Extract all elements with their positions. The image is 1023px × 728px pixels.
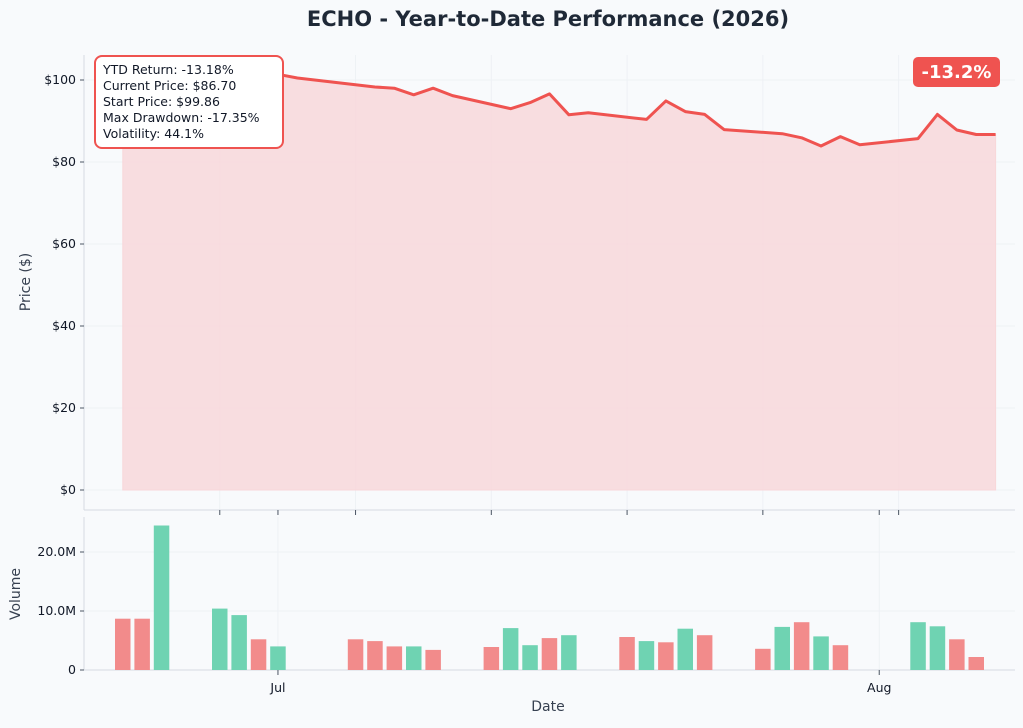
volume-bar — [503, 628, 519, 670]
volume-bar — [270, 646, 286, 670]
volume-bar — [833, 645, 849, 670]
volume-bar — [134, 619, 150, 670]
volume-x-tick-label: Aug — [867, 680, 891, 695]
volume-bar — [678, 629, 694, 670]
price-y-tick-label: $0 — [60, 482, 76, 497]
volume-y-tick-label: 10.0M — [37, 603, 76, 618]
volume-bar — [406, 646, 422, 670]
volume-bar — [542, 638, 558, 670]
volume-bar — [115, 619, 131, 670]
volume-y-tick-label: 0 — [68, 662, 76, 677]
volume-bar — [949, 639, 965, 670]
volume-bar — [212, 609, 228, 670]
price-y-tick-label: $20 — [52, 400, 76, 415]
volume-bar — [639, 641, 655, 670]
volume-x-tick-label: Jul — [269, 680, 285, 695]
volume-bar — [794, 622, 810, 670]
volume-bar — [387, 646, 403, 670]
stats-current-price: Current Price: $86.70 — [103, 78, 236, 93]
volume-bar — [522, 645, 538, 670]
volume-bar — [561, 635, 577, 670]
volume-y-axis-label: Volume — [8, 568, 24, 620]
volume-y-tick-label: 20.0M — [37, 544, 76, 559]
price-y-tick-label: $100 — [44, 72, 76, 87]
volume-bar — [658, 642, 674, 670]
volume-bar — [367, 641, 383, 670]
volume-bar — [484, 647, 500, 670]
price-y-tick-label: $40 — [52, 318, 76, 333]
price-y-tick-label: $80 — [52, 154, 76, 169]
stats-box: YTD Return: -13.18% Current Price: $86.7… — [95, 56, 283, 148]
stats-volatility: Volatility: 44.1% — [103, 126, 204, 141]
volume-bar — [775, 627, 791, 670]
volume-bar — [348, 639, 364, 670]
stats-max-drawdown: Max Drawdown: -17.35% — [103, 110, 260, 125]
return-badge-label: -13.2% — [922, 62, 992, 83]
volume-bar — [251, 639, 266, 670]
volume-bar — [425, 650, 441, 670]
return-badge: -13.2% — [913, 57, 1000, 87]
volume-bar — [969, 657, 985, 670]
volume-bar — [813, 636, 829, 670]
chart-title: ECHO - Year-to-Date Performance (2026) — [307, 7, 789, 31]
price-y-axis-label: Price ($) — [18, 253, 34, 311]
volume-bar — [619, 637, 635, 670]
volume-bar — [755, 649, 771, 670]
volume-x-axis-label: Date — [531, 699, 564, 715]
volume-bar — [231, 615, 247, 670]
stats-start-price: Start Price: $99.86 — [103, 94, 220, 109]
volume-bar — [930, 626, 946, 670]
price-y-tick-label: $60 — [52, 236, 76, 251]
volume-bar — [910, 622, 926, 670]
stats-ytd-return: YTD Return: -13.18% — [102, 62, 234, 77]
volume-bar — [154, 526, 170, 671]
volume-bar — [697, 635, 713, 670]
